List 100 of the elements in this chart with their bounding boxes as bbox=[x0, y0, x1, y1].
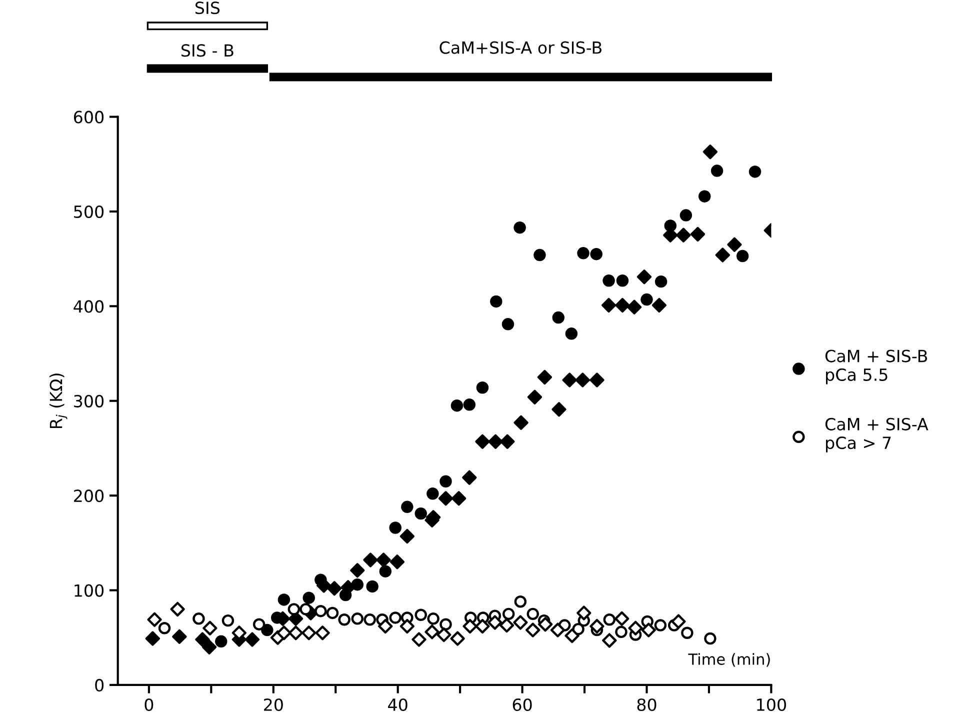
point bbox=[526, 622, 540, 638]
point bbox=[527, 390, 542, 404]
point bbox=[590, 372, 604, 388]
point bbox=[514, 596, 527, 608]
point bbox=[680, 209, 692, 222]
point bbox=[326, 606, 339, 620]
point bbox=[315, 626, 330, 640]
x-axis-title: Time (min) bbox=[688, 653, 770, 667]
point bbox=[145, 631, 160, 646]
point bbox=[602, 633, 617, 648]
point bbox=[192, 612, 205, 625]
point bbox=[616, 274, 629, 287]
point bbox=[526, 608, 539, 620]
point bbox=[577, 247, 590, 260]
legend-label: CaM + SIS-B pCa 5.5 bbox=[825, 350, 928, 384]
point bbox=[614, 611, 630, 626]
point bbox=[440, 475, 452, 488]
point bbox=[537, 370, 552, 385]
y-tick-label: 100 bbox=[74, 584, 104, 597]
point bbox=[338, 613, 350, 626]
point bbox=[702, 144, 718, 160]
point bbox=[552, 402, 566, 417]
point bbox=[500, 434, 515, 449]
y-tick-label: 600 bbox=[74, 110, 104, 124]
point bbox=[475, 434, 490, 449]
point bbox=[626, 300, 642, 314]
point bbox=[426, 488, 439, 500]
point bbox=[550, 622, 566, 638]
point bbox=[363, 552, 378, 568]
point bbox=[215, 635, 228, 648]
point bbox=[412, 632, 426, 647]
point bbox=[158, 622, 171, 634]
point bbox=[400, 528, 414, 544]
point bbox=[590, 248, 602, 260]
point bbox=[727, 237, 742, 252]
point bbox=[513, 615, 528, 630]
x-tick-label: 80 bbox=[637, 698, 656, 712]
point bbox=[252, 618, 266, 630]
point bbox=[202, 640, 217, 654]
point bbox=[147, 612, 162, 627]
point bbox=[314, 604, 327, 618]
point bbox=[195, 632, 210, 647]
point bbox=[172, 629, 187, 644]
point bbox=[350, 563, 365, 578]
point bbox=[300, 603, 312, 616]
point bbox=[681, 626, 694, 639]
x-tick-label: 40 bbox=[388, 698, 408, 712]
point bbox=[424, 624, 440, 640]
point bbox=[748, 166, 762, 178]
point bbox=[401, 500, 414, 514]
point bbox=[389, 612, 402, 624]
point bbox=[576, 606, 592, 620]
point bbox=[450, 631, 465, 646]
x-tick-label: 60 bbox=[512, 698, 532, 712]
point bbox=[288, 626, 304, 640]
y-tick-label: 500 bbox=[74, 205, 104, 218]
point bbox=[654, 619, 667, 632]
point bbox=[378, 618, 393, 634]
point bbox=[351, 612, 364, 625]
point bbox=[450, 399, 464, 412]
point bbox=[463, 398, 476, 411]
point bbox=[514, 221, 526, 234]
point bbox=[462, 470, 477, 485]
point bbox=[628, 620, 643, 636]
point bbox=[603, 613, 616, 626]
point bbox=[364, 613, 376, 626]
point bbox=[615, 298, 630, 313]
point bbox=[476, 382, 489, 394]
point bbox=[488, 434, 503, 449]
text: SIS - B bbox=[181, 44, 234, 57]
point bbox=[475, 618, 490, 634]
point bbox=[690, 226, 706, 242]
point bbox=[170, 602, 185, 617]
point bbox=[615, 626, 628, 638]
point bbox=[288, 603, 300, 616]
x-tick-label: 100 bbox=[757, 698, 786, 712]
point bbox=[414, 507, 427, 520]
point bbox=[222, 614, 234, 627]
point bbox=[652, 298, 667, 313]
x-tick-label: 20 bbox=[264, 698, 283, 712]
point bbox=[636, 270, 652, 284]
y-tick-label: 400 bbox=[74, 300, 104, 313]
x-tick-label: 0 bbox=[144, 698, 154, 712]
point bbox=[671, 614, 686, 629]
point bbox=[538, 617, 553, 632]
point bbox=[376, 552, 391, 568]
point bbox=[564, 628, 580, 644]
point bbox=[288, 611, 304, 626]
point bbox=[710, 164, 724, 177]
point bbox=[490, 295, 502, 308]
point bbox=[278, 594, 290, 606]
point bbox=[261, 624, 274, 636]
point bbox=[462, 618, 478, 634]
point bbox=[602, 274, 615, 287]
point bbox=[327, 581, 342, 596]
point bbox=[715, 248, 730, 262]
point bbox=[452, 491, 466, 506]
point bbox=[366, 580, 378, 593]
point bbox=[514, 415, 528, 430]
point bbox=[641, 622, 656, 638]
